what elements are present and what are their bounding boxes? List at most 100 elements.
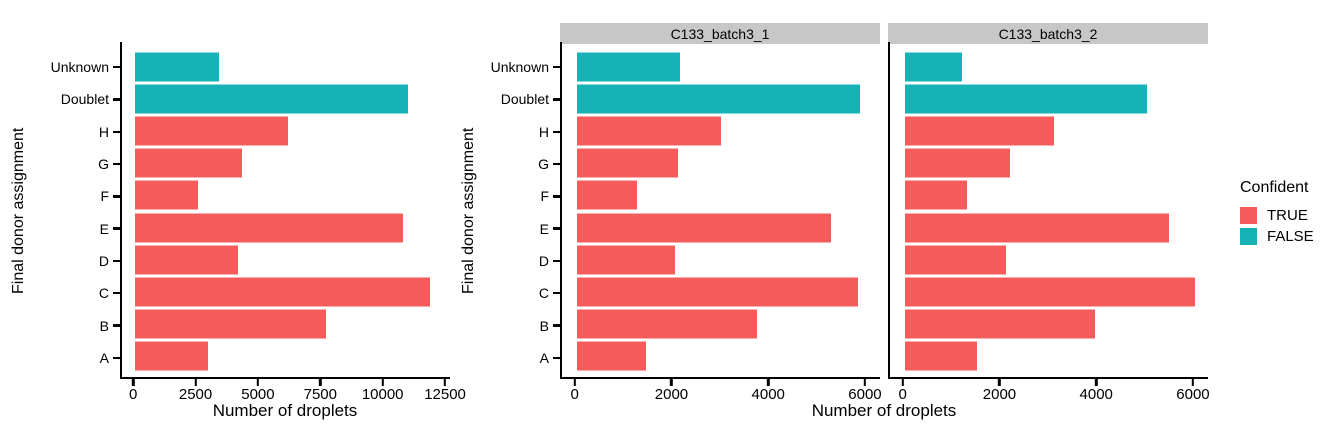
x-tick-label: 6000 [848, 386, 882, 403]
y-tick-mark [553, 130, 560, 133]
left-y-axis-title: Final donor assignment [10, 127, 27, 294]
y-label-doublet: Doublet [60, 91, 109, 108]
y-tick-mark [113, 227, 120, 230]
bar-c [576, 277, 858, 307]
y-label-row-f: F [28, 180, 120, 212]
legend: Confident TRUE FALSE [1240, 179, 1340, 249]
x-tick-mark [443, 379, 447, 386]
bar-row-h [562, 115, 880, 147]
bar-row-unknown [890, 51, 1208, 83]
bar-row-c [562, 276, 880, 308]
bar-row-e [122, 211, 450, 243]
y-label-f: F [100, 188, 109, 205]
legend-swatch-false [1240, 228, 1257, 245]
bar-unknown [135, 52, 220, 82]
x-tick-label: 4000 [751, 386, 785, 403]
y-label-e: E [99, 220, 109, 237]
y-tick-mark [113, 65, 120, 69]
y-label-row-e: E [470, 212, 560, 244]
bar-doublet [135, 84, 408, 114]
y-label-g: G [98, 156, 109, 173]
bar-row-a [890, 340, 1208, 372]
y-label-b: B [99, 317, 109, 334]
legend-label-false: FALSE [1267, 228, 1314, 245]
bar-doublet [904, 84, 1148, 114]
left-x-axis-ticks: 0 2500 5000 7500 10000 12500 [120, 379, 466, 405]
y-tick-mark [553, 259, 560, 263]
bar-h [576, 116, 721, 146]
bar-row-b [122, 308, 450, 340]
bar-b [576, 309, 757, 339]
bar-row-doublet [562, 83, 880, 115]
y-tick-mark [553, 292, 560, 295]
y-label-unknown: Unknown [490, 59, 549, 76]
bar-row-f [122, 179, 450, 211]
y-label-row-unknown: Unknown [470, 51, 560, 83]
left-panel [120, 42, 450, 379]
x-tick-mark [901, 379, 904, 386]
bar-row-doublet [122, 83, 450, 115]
y-tick-mark [113, 292, 120, 295]
legend-title: Confident [1240, 179, 1309, 196]
y-tick-mark [553, 162, 560, 166]
y-label-unknown: Unknown [50, 59, 109, 76]
bar-row-unknown [562, 51, 880, 83]
bar-row-g [562, 147, 880, 179]
y-label-row-h: H [470, 116, 560, 148]
right-y-axis-labels: Unknown Doublet H G F E D C B A [470, 42, 560, 379]
right-x-axis-title: Number of droplets [811, 401, 957, 420]
y-label-row-g: G [470, 148, 560, 180]
bar-row-h [890, 115, 1208, 147]
facet-panel-2 [888, 42, 1208, 379]
bar-row-d [122, 244, 450, 276]
x-tick-label: 2000 [982, 386, 1017, 403]
bar-a [904, 341, 977, 371]
facet-strip-1: C133_batch3_1 [560, 23, 880, 44]
bar-h [904, 116, 1054, 146]
y-label-row-a: A [470, 342, 560, 374]
y-label-row-c: C [470, 277, 560, 309]
legend-entries: TRUE FALSE [1240, 207, 1340, 249]
y-label-e: E [539, 220, 549, 237]
left-y-axis-labels: Unknown Doublet H G F E D C B A [28, 42, 120, 379]
y-tick-mark [553, 227, 560, 230]
x-tick-label: 0 [129, 386, 138, 403]
bar-d [904, 245, 1006, 275]
y-tick-mark [113, 195, 120, 198]
y-label-row-b: B [28, 309, 120, 341]
y-label-b: B [539, 317, 549, 334]
x-tick-mark [381, 379, 384, 386]
x-tick-label: 5000 [241, 386, 275, 403]
x-tick-mark [998, 379, 1001, 386]
x-tick-mark [1095, 379, 1098, 386]
bar-row-b [890, 308, 1208, 340]
y-tick-mark [553, 324, 560, 327]
bar-unknown [576, 52, 680, 82]
x-tick-label: 12500 [424, 386, 466, 403]
x-tick-mark [194, 379, 197, 386]
bar-d [135, 245, 239, 275]
bar-f [904, 180, 968, 210]
bar-row-doublet [890, 83, 1208, 115]
bar-b [135, 309, 327, 339]
y-label-doublet: Doublet [500, 91, 549, 108]
bar-row-unknown [122, 51, 450, 83]
bar-row-f [890, 179, 1208, 211]
bar-b [904, 309, 1095, 339]
bar-row-g [890, 147, 1208, 179]
y-label-row-doublet: Doublet [470, 83, 560, 115]
y-tick-mark [113, 259, 120, 263]
bar-g [576, 148, 678, 178]
x-tick-label: 4000 [1079, 386, 1113, 403]
y-label-h: H [98, 123, 109, 140]
y-label-row-e: E [28, 212, 120, 244]
bar-row-b [562, 308, 880, 340]
legend-entry-false: FALSE [1240, 228, 1340, 245]
bar-row-g [122, 147, 450, 179]
x-tick-mark [1191, 379, 1195, 386]
bar-e [576, 213, 832, 243]
x-tick-mark [256, 379, 260, 386]
facet-strip-1-label: C133_batch3_1 [670, 25, 770, 42]
x-tick-label: 10000 [361, 386, 404, 403]
y-label-row-a: A [28, 342, 120, 374]
